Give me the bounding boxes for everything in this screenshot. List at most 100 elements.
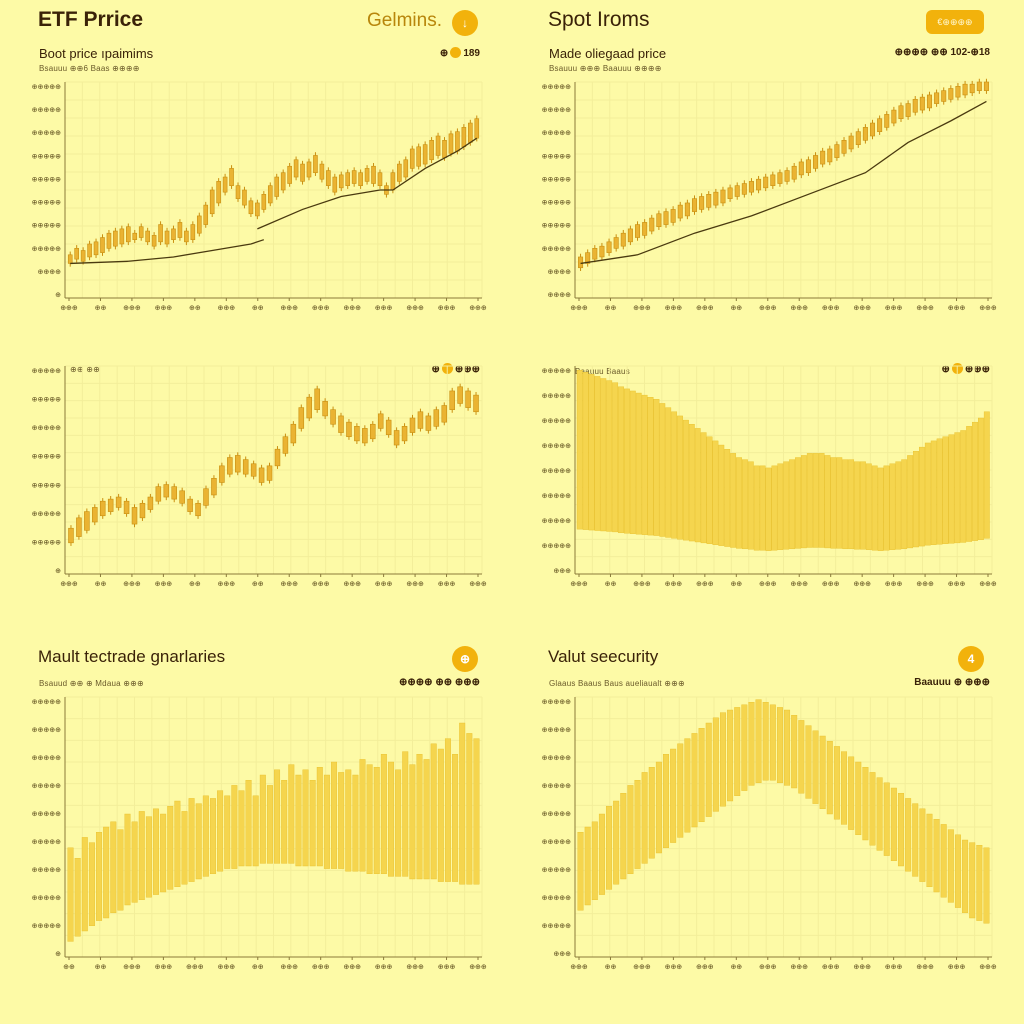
range-bar [96, 831, 103, 921]
x-tick-label: ⊕⊕⊕ [759, 581, 777, 588]
candle [330, 409, 336, 425]
range-bar [288, 764, 295, 864]
x-tick-label: ⊕⊕⊕ [123, 305, 141, 312]
chart-panel-etf-price: ETF Prrice Gelmins. ↓ Boot price ıpaimim… [30, 0, 500, 330]
range-bar [103, 826, 110, 919]
candle [425, 415, 432, 431]
x-tick-label: ⊕⊕⊕ [633, 305, 651, 312]
bar [582, 372, 589, 530]
x-tick-label: ⊕⊕⊕ [948, 581, 966, 588]
info-button[interactable]: ⊕ [452, 646, 478, 672]
y-tick-label: ⊕⊕⊕⊕⊕ [542, 176, 571, 183]
range-bar [195, 803, 202, 880]
bar [806, 453, 813, 548]
range-bar [755, 699, 762, 783]
candle [635, 224, 641, 238]
candle [298, 407, 305, 429]
x-tick-label: ⊕⊕⊕ [280, 305, 298, 312]
range-bar [620, 792, 627, 880]
bar [677, 415, 683, 540]
x-tick-label: ⊕⊕⊕ [759, 305, 777, 312]
bar [818, 453, 825, 548]
chart-panel-bars: Baauuu Baaus ⊕ ⊕⊕⊕ ⊕⊕⊕⊕⊕ ⊕⊕⊕⊕⊕ ⊕⊕⊕⊕⊕ ⊕⊕⊕⊕⊕ ⊕⊕… [540, 345, 1010, 595]
range-bar [252, 795, 259, 867]
x-tick-label: ⊕⊕⊕ [312, 964, 330, 971]
range-bar [345, 769, 352, 872]
y-tick-label: ⊕⊕⊕⊕⊕ [32, 923, 61, 930]
range-bar [281, 779, 288, 864]
download-button[interactable]: ↓ [452, 10, 478, 36]
bar [588, 374, 595, 531]
x-tick-label: ⊕⊕⊕ [406, 964, 424, 971]
x-tick-label: ⊕⊕⊕ [469, 305, 487, 312]
candle [190, 224, 196, 240]
range-bar [869, 772, 876, 846]
bar [848, 459, 855, 550]
range-bar [81, 837, 88, 932]
header-label[interactable]: Gelmins. [367, 10, 442, 31]
bar [653, 399, 660, 536]
y-tick-label: ⊕⊕⊕⊕⊕ [32, 153, 61, 160]
y-tick-label: ⊕⊕⊕⊕⊕ [32, 454, 61, 461]
x-tick-label: ⊕⊕⊕ [343, 581, 361, 588]
bar [983, 411, 990, 539]
y-tick-label: ⊕⊕⊕⊕⊕ [32, 539, 61, 546]
range-bar [812, 730, 819, 804]
candle [613, 237, 619, 249]
range-bar [217, 790, 224, 872]
candle [642, 222, 648, 236]
candle [627, 228, 633, 243]
bar [871, 465, 878, 551]
x-tick-label: ⊕⊕⊕ [155, 581, 173, 588]
candle [813, 155, 819, 169]
header-action-button[interactable]: €⊕⊕⊕⊕ [926, 10, 984, 34]
candle [741, 183, 747, 195]
chart-title: ETF Prrice [38, 8, 144, 31]
bar [671, 411, 678, 539]
candle [877, 118, 883, 132]
bar [600, 378, 607, 532]
info-button[interactable]: 4 [958, 646, 984, 672]
candle [346, 421, 352, 438]
bar [747, 461, 754, 550]
x-tick-label: ⊕⊕⊕ [218, 964, 236, 971]
range-bar-chart: ⊕⊕⊕⊕⊕⊕⊕⊕⊕⊕⊕⊕⊕⊕⊕⊕⊕⊕⊕⊕⊕⊕⊕⊕⊕⊕⊕⊕⊕⊕⊕⊕⊕⊕⊕⊕⊕⊕⊕⊕… [32, 696, 487, 971]
range-bar [231, 785, 238, 869]
x-tick-label: ⊕⊕⊕ [438, 305, 456, 312]
chart-caption: Bsauud ⊕⊕ ⊕ Mdaua ⊕⊕⊕ [39, 679, 144, 688]
y-tick-label: ⊕⊕⊕⊕⊕ [542, 468, 571, 475]
range-bar [266, 785, 273, 864]
x-tick-label: ⊕⊕⊕ [759, 964, 777, 971]
x-tick-label: ⊕⊕ [95, 305, 107, 312]
bar [842, 459, 849, 550]
candle [649, 217, 655, 232]
candle [905, 103, 911, 117]
chart-caption: ⊕⊕ ⊕⊕ [70, 365, 101, 374]
range-bar [145, 816, 152, 898]
bar [907, 455, 914, 549]
candle [322, 401, 328, 417]
candle [164, 230, 170, 245]
candle [266, 465, 273, 481]
y-tick-label: ⊕⊕⊕⊕⊕ [542, 107, 571, 114]
x-tick-label: ⊕⊕ [730, 581, 742, 588]
candle [313, 155, 318, 174]
x-tick-label: ⊕⊕⊕ [948, 964, 966, 971]
candle [332, 176, 338, 193]
x-tick-label: ⊕⊕ [605, 964, 617, 971]
bar [795, 457, 801, 549]
range-bar [933, 818, 940, 893]
range-bar [167, 805, 174, 890]
range-bar [962, 839, 969, 914]
bar-chart: ⊕⊕⊕⊕⊕⊕⊕⊕⊕⊕⊕⊕⊕⊕⊕⊕⊕⊕⊕⊕⊕⊕⊕⊕⊕⊕⊕⊕⊕⊕⊕⊕⊕⊕⊕⊕⊕⊕⊕⊕… [542, 365, 997, 588]
candle [442, 140, 447, 158]
y-tick-label: ⊕⊕⊕⊕⊕ [542, 867, 571, 874]
candle [449, 390, 455, 410]
bar [930, 440, 937, 545]
x-tick-label: ⊕⊕⊕ [916, 581, 934, 588]
candle [962, 83, 968, 96]
candle [474, 118, 480, 139]
x-tick-label: ⊕⊕⊕ [853, 305, 871, 312]
range-bar [691, 733, 698, 828]
range-bar [898, 792, 904, 867]
